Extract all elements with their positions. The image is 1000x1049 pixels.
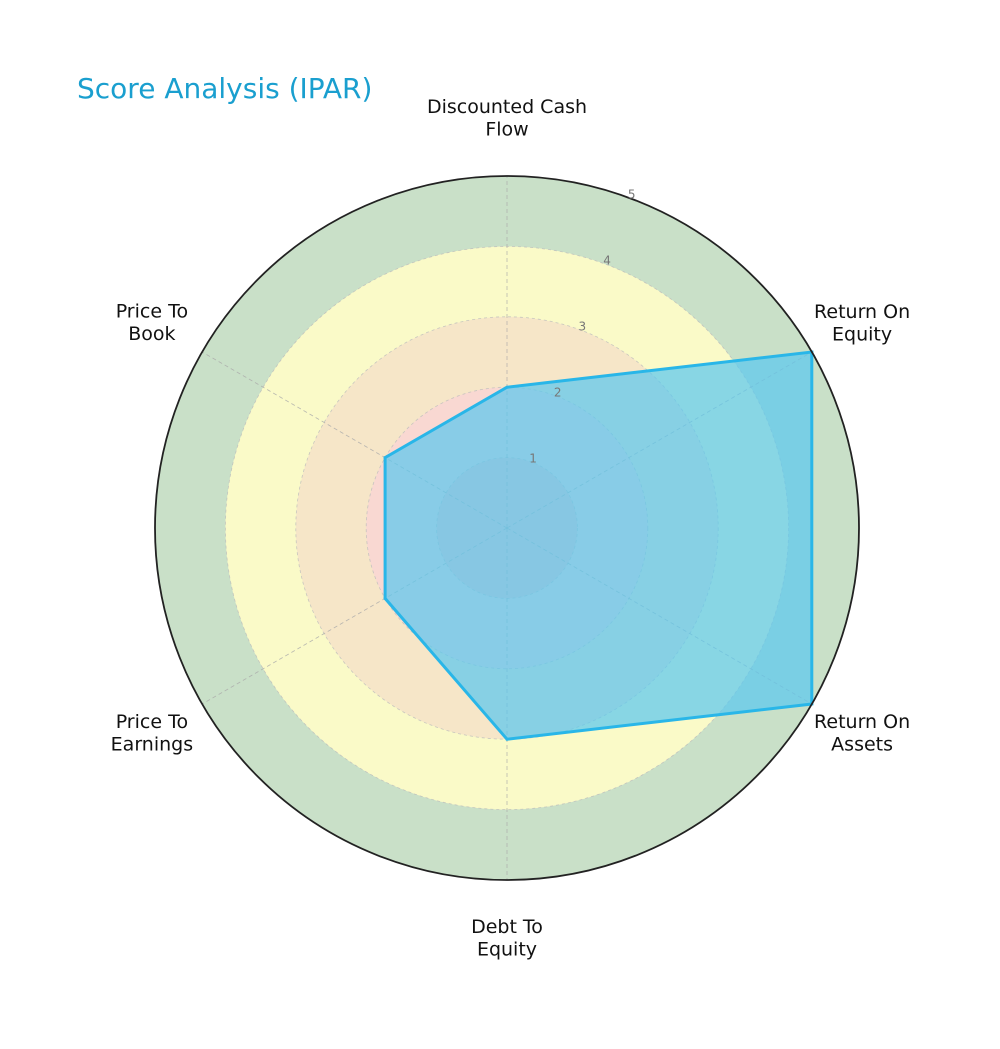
category-label: Price To Book xyxy=(116,301,188,346)
radial-tick-label: 5 xyxy=(628,188,636,202)
series-point xyxy=(505,737,509,741)
series-point xyxy=(383,596,387,600)
category-label: Return On Equity xyxy=(814,301,910,346)
radial-tick-label: 2 xyxy=(554,385,562,399)
category-label: Price To Earnings xyxy=(111,711,193,756)
chart-title: Score Analysis (IPAR) xyxy=(77,72,372,105)
series-point xyxy=(383,456,387,460)
category-label: Return On Assets xyxy=(814,711,910,756)
category-label: Debt To Equity xyxy=(471,916,543,961)
category-label: Discounted Cash Flow xyxy=(427,96,587,141)
radial-tick-labels: 1 2 3 4 5 xyxy=(529,188,635,466)
radial-tick-label: 1 xyxy=(529,451,537,465)
radial-tick-label: 3 xyxy=(579,319,587,333)
series-point xyxy=(505,385,509,389)
outer-ring xyxy=(154,175,860,881)
radial-tick-label: 4 xyxy=(603,253,611,267)
category-labels: Discounted Cash Flow Return On Equity Return… xyxy=(111,96,910,961)
